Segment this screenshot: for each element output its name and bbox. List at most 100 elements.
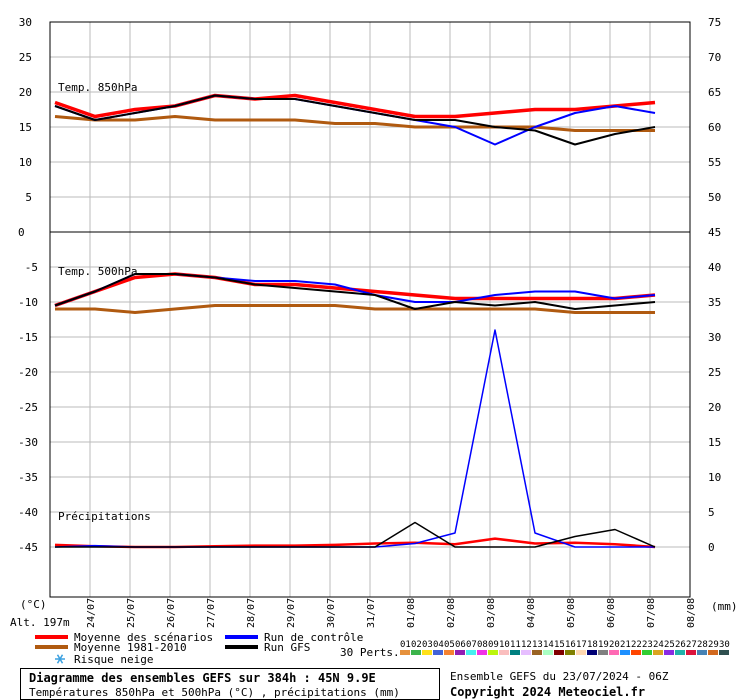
plot-frame [49,21,691,598]
y-tick-850: 30 [19,16,32,29]
y-tick-500: -15 [18,331,38,344]
series-500-line [55,304,655,314]
y-tick-500: -45 [18,541,38,554]
y2-tick-500: 0 [708,541,715,554]
pert-swatch [598,650,608,655]
pert-swatch [609,650,619,655]
pert-number: 27 [686,640,697,650]
zero-label-left: 0 [18,226,25,239]
pert-number: 06 [455,640,466,650]
pert-swatch [664,650,674,655]
pert-swatch [686,650,696,655]
pert-number: 23 [642,640,653,650]
y-tick-500: -5 [25,261,38,274]
pert-swatch [521,650,531,655]
y2-tick-850: 55 [708,156,721,169]
y-tick-850: 5 [25,191,32,204]
pert-swatch [411,650,421,655]
pert-number: 17 [576,640,587,650]
pert-number: 03 [422,640,433,650]
pert-swatch [587,650,597,655]
pert-number: 15 [554,640,565,650]
panel-title-500: Temp. 500hPa [58,265,137,278]
pert-swatch [565,650,575,655]
y-tick-500: -35 [18,471,38,484]
pert-swatch [499,650,509,655]
pert-number: 22 [631,640,642,650]
y-tick-500: -40 [18,506,38,519]
date-tick-label: 26/07 [166,598,177,628]
footer-title-box: Diagramme des ensembles GEFS sur 384h : … [20,668,440,700]
pert-number: 07 [466,640,477,650]
pert-number: 18 [587,640,598,650]
pert-swatch [400,650,410,655]
y2-tick-500: 45 [708,226,721,239]
date-tick-label: 01/08 [406,598,417,628]
y2-tick-500: 30 [708,331,721,344]
date-tick-label: 03/08 [486,598,497,628]
pert-number: 28 [697,640,708,650]
legend-label-control: Run de contrôle [264,631,363,644]
pert-swatch [708,650,718,655]
legend-label-snow: Risque neige [74,653,153,666]
pert-number: 09 [488,640,499,650]
y2-tick-500: 40 [708,261,721,274]
date-tick-label: 04/08 [526,598,537,628]
footer-copyright: Copyright 2024 Meteociel.fr [450,685,646,699]
pert-number: 01 [400,640,411,650]
y-tick-500: -10 [18,296,38,309]
date-tick-label: 07/08 [646,598,657,628]
y2-tick-500: 20 [708,401,721,414]
y-tick-850: 10 [19,156,32,169]
legend-label-clim: Moyenne 1981-2010 [74,641,187,654]
panel-title-850: Temp. 850hPa [58,81,137,94]
grid-layer [50,21,690,597]
pert-swatch [620,650,630,655]
footer-ensemble: Ensemble GEFS du 23/07/2024 - 06Z [450,670,669,683]
series-500-line [54,273,656,307]
pert-number: 08 [477,640,488,650]
gefs-ensemble-chart: 24/07 25/07 26/07 27/07 28/07 29/07 30/07 31/07… [10,16,738,666]
y2-tick-850: 65 [708,86,721,99]
pert-number: 29 [708,640,719,650]
pert-number: 25 [664,640,675,650]
footer-subtitle: Températures 850hPa et 500hPa (°C) , pré… [29,686,400,699]
date-tick-label: 28/07 [246,598,257,628]
y2-tick-500: 25 [708,366,721,379]
y2-tick-850: 70 [708,51,721,64]
pert-swatch [642,650,652,655]
date-tick-label: 06/08 [606,598,617,628]
pert-number: 02 [411,640,422,650]
pert-swatch [488,650,498,655]
pert-swatch [631,650,641,655]
pert-number: 14 [543,640,554,650]
pert-number: 30 [719,640,730,650]
unit-mm: (mm) [711,600,738,613]
y2-tick-500: 15 [708,436,721,449]
pert-swatch [532,650,542,655]
date-tick-label: 29/07 [286,598,297,628]
y-tick-850: 25 [19,51,32,64]
series-layer [54,93,656,549]
pert-number: 05 [444,640,455,650]
pert-swatch [477,650,487,655]
pert-swatch [510,650,520,655]
date-tick-label: 02/08 [446,598,457,628]
pert-swatch [576,650,586,655]
axis-layer: 24/07 25/07 26/07 27/07 28/07 29/07 30/07 31/07… [18,16,721,628]
pert-number: 24 [653,640,664,650]
series-850-line [54,94,656,146]
series-500-line [54,273,656,310]
perturbations-label: 30 Perts. [340,646,400,659]
pert-number: 19 [598,640,609,650]
y2-tick-850: 75 [708,16,721,29]
y-tick-500: -30 [18,436,38,449]
pert-swatch [433,650,443,655]
pert-swatch [675,650,685,655]
pert-number: 21 [620,640,631,650]
y-tick-850: 20 [19,86,32,99]
pert-number: 04 [433,640,444,650]
legend-label-mean: Moyenne des scénarios [74,631,213,644]
y2-tick-500: 5 [708,506,715,519]
footer-title: Diagramme des ensembles GEFS sur 384h : … [29,671,376,685]
